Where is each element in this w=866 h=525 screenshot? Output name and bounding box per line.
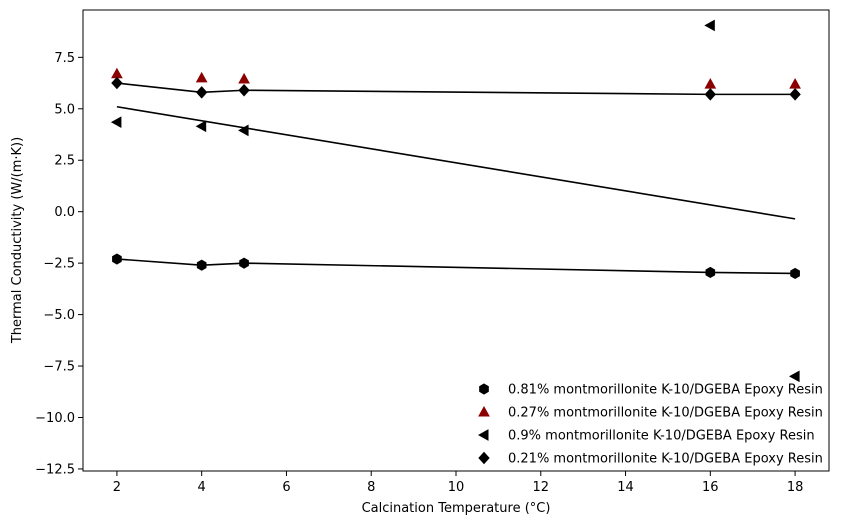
data-point-series-2 bbox=[195, 120, 207, 133]
x-tick-label: 8 bbox=[367, 480, 375, 495]
data-point-series-2 bbox=[789, 370, 800, 383]
x-tick-label: 18 bbox=[787, 480, 804, 495]
legend-marker-1 bbox=[478, 405, 490, 417]
data-point-series-0 bbox=[705, 266, 716, 278]
data-point-series-3 bbox=[238, 84, 250, 97]
data-point-series-2 bbox=[238, 124, 249, 137]
y-tick-label: −12.5 bbox=[35, 462, 75, 477]
x-tick-label: 6 bbox=[282, 480, 290, 495]
legend-label-3: 0.21% montmorillonite K-10/DGEBA Epoxy R… bbox=[508, 452, 823, 467]
x-tick-label: 12 bbox=[532, 480, 549, 495]
y-tick-label: 0.0 bbox=[54, 205, 75, 220]
legend-label-2: 0.9% montmorillonite K-10/DGEBA Epoxy Re… bbox=[508, 429, 815, 444]
y-tick-label: 7.5 bbox=[54, 51, 75, 66]
x-tick-label: 16 bbox=[702, 480, 719, 495]
y-axis: −12.5 −10.0 −7.5 −5.0 −2.5 0.0 2.5 5.0 7.5 bbox=[35, 51, 83, 477]
data-point-series-0 bbox=[239, 257, 249, 269]
y-axis-label: Thermal Conductivity (W/(m·K)) bbox=[10, 137, 25, 344]
data-point-series-1 bbox=[789, 78, 801, 89]
legend-marker-3 bbox=[478, 451, 490, 465]
data-point-series-2 bbox=[704, 19, 715, 32]
data-point-series-1 bbox=[704, 78, 717, 89]
y-tick-label: 5.0 bbox=[54, 102, 75, 117]
y-tick-label: 2.5 bbox=[54, 154, 75, 169]
data-point-series-3 bbox=[704, 88, 716, 101]
plot-area bbox=[83, 10, 829, 471]
data-point-series-3 bbox=[789, 88, 801, 101]
data-point-series-0 bbox=[196, 259, 207, 271]
x-tick-label: 2 bbox=[113, 480, 121, 495]
x-tick-label: 4 bbox=[198, 480, 206, 495]
y-tick-label: −10.0 bbox=[35, 411, 75, 426]
legend-marker-0 bbox=[479, 383, 489, 395]
data-point-series-3 bbox=[111, 76, 123, 90]
data-markers bbox=[110, 19, 801, 383]
legend: 0.81% montmorillonite K-10/DGEBA Epoxy R… bbox=[477, 383, 823, 467]
data-point-series-0 bbox=[112, 253, 122, 265]
x-axis-label: Calcination Temperature (°C) bbox=[362, 501, 551, 516]
fit-line-series-2 bbox=[116, 105, 796, 220]
legend-marker-2 bbox=[477, 429, 489, 441]
data-point-series-0 bbox=[790, 267, 800, 280]
data-point-series-1 bbox=[238, 72, 250, 84]
x-tick-label: 10 bbox=[448, 480, 465, 495]
y-tick-label: −5.0 bbox=[43, 308, 75, 323]
x-tick-label: 14 bbox=[617, 480, 634, 495]
data-point-series-3 bbox=[196, 86, 208, 99]
y-tick-label: −7.5 bbox=[43, 360, 75, 375]
data-point-series-2 bbox=[110, 116, 122, 129]
data-point-series-1 bbox=[195, 71, 208, 83]
legend-label-0: 0.81% montmorillonite K-10/DGEBA Epoxy R… bbox=[508, 383, 823, 398]
legend-label-1: 0.27% montmorillonite K-10/DGEBA Epoxy R… bbox=[508, 406, 823, 421]
x-axis: 2 4 6 8 10 12 14 16 18 bbox=[113, 471, 804, 495]
y-tick-label: −2.5 bbox=[43, 257, 75, 272]
